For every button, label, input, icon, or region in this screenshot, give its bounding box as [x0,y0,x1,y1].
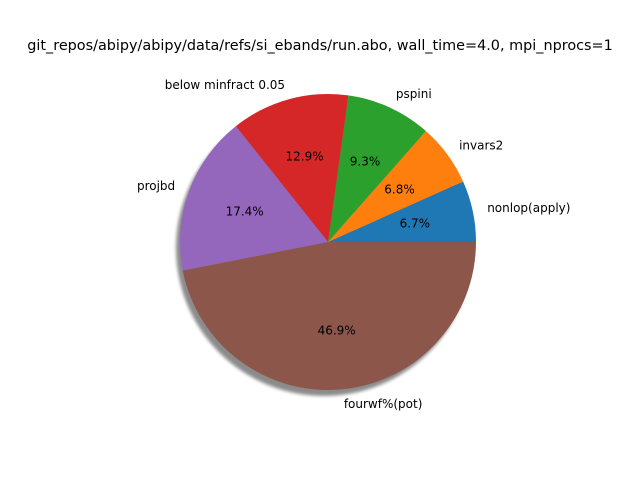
pie-slice-label-pspini: pspini [396,87,432,101]
chart-title: git_repos/abipy/abipy/data/refs/si_eband… [27,38,613,54]
pie-slice-nonlop-apply [328,181,476,242]
pie-slice-label-projbd: projbd [137,179,175,193]
pie-slice-label-fourwf-pot: fourwf%(pot) [344,397,423,411]
pie-slice-pspini [328,95,426,242]
pie-slice-invars2 [328,130,464,242]
pie-slices [179,94,477,391]
pie-percent-label-pspini: 9.3% [350,154,381,168]
pie-percent-label-invars2: 6.8% [384,182,415,196]
pie-slice-below-minfract-0-05 [235,94,349,242]
pie-slice-fourwf-pot [182,242,477,391]
pie-percent-label-below-minfract-0-05: 12.9% [286,149,324,163]
pie-percent-label-projbd: 17.4% [226,204,264,218]
pie-percent-labels: 6.7% 6.8%9.3% 12.9% 17.4% 46.9% [226,149,431,337]
pie-slice-label-below-minfract-0-05: below minfract 0.05 [165,78,285,92]
pie-slice-label-nonlop-apply: nonlop(apply) [487,201,570,215]
pie-percent-label-fourwf-pot: 46.9% [318,323,356,337]
pie-slice-labels: nonlop(apply) invars2 pspini below minfract… [137,78,570,411]
pie-slice-label-invars2: invars2 [459,138,503,152]
pie-slice-projbd [179,126,328,271]
pie-percent-label-nonlop-apply: 6.7% [400,216,431,230]
